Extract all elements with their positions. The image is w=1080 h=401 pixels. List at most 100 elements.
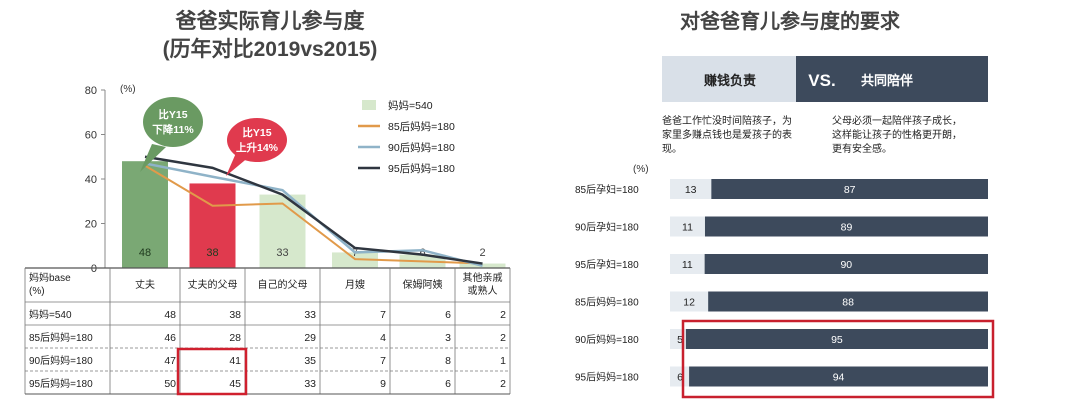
legend-swatch	[362, 100, 376, 110]
table-cell: 29	[304, 332, 316, 344]
table-cell: 9	[380, 378, 386, 390]
table-cell: 45	[229, 378, 241, 390]
bar-value-label: 6	[419, 247, 425, 259]
bar-segment-left	[670, 366, 690, 387]
table-row-label: 妈妈=540	[29, 308, 72, 321]
left-y-tick-label: 20	[85, 219, 97, 231]
header-right-panel	[796, 56, 988, 102]
left-chart-subtitle: (历年对比2019vs2015)	[163, 37, 378, 61]
bar-value-left: 6	[677, 372, 683, 384]
table-row-label: 90后妈妈=180	[29, 354, 93, 367]
table-cell: 46	[164, 332, 176, 344]
right-row-label: 95后妈妈=180	[575, 371, 639, 384]
table-cell: 8	[445, 355, 451, 367]
table-cell: 33	[304, 378, 316, 390]
legend-label: 95后妈妈=180	[388, 162, 455, 175]
bar-segment-left	[670, 291, 709, 312]
left-chart-title: 爸爸实际育儿参与度	[175, 9, 365, 33]
callout-green-text: 比Y15 下降11%	[152, 108, 194, 136]
bar-value-label: 2	[479, 247, 485, 259]
bar-segment-left	[670, 179, 712, 199]
bar-value-right: 87	[844, 184, 856, 196]
table-header-label: 妈妈base (%)	[29, 271, 71, 297]
bar-value-right: 88	[842, 297, 854, 309]
bar-value-left: 12	[683, 297, 695, 309]
callout-red	[227, 118, 287, 162]
table-category-header: 月嫂	[345, 279, 365, 291]
left-y-unit: (%)	[120, 84, 136, 95]
right-row-label: 95后孕妇=180	[575, 258, 639, 271]
table-row-label: 95后妈妈=180	[29, 377, 93, 390]
header-left-panel	[662, 56, 796, 102]
right-row-label: 90后妈妈=180	[575, 333, 639, 346]
bar-value-left: 11	[682, 259, 693, 271]
bar-value-right: 89	[841, 222, 853, 234]
table-cell: 2	[500, 332, 506, 344]
table-category-header: 保姆阿姨	[403, 278, 443, 291]
callout-red-text: 比Y15 上升14%	[236, 126, 279, 154]
bar-segment-right	[711, 179, 988, 199]
bar-value-left: 13	[685, 184, 697, 196]
table-cell: 38	[229, 309, 241, 321]
left-y-tick-label: 60	[85, 130, 97, 142]
bar-value-left: 5	[677, 334, 683, 346]
left-y-tick-label: 0	[91, 263, 97, 275]
table-cell: 3	[445, 332, 451, 344]
table-category-header: 自己的父母	[258, 278, 308, 291]
header-right-label: 共同陪伴	[861, 73, 913, 88]
table-cell: 6	[445, 309, 451, 321]
callout-green	[143, 97, 203, 147]
left-y-tick-label: 40	[85, 174, 97, 186]
line-series	[144, 164, 483, 265]
table-cell: 6	[445, 378, 451, 390]
left-y-tick-label: 80	[85, 85, 97, 97]
bar-segment-right	[689, 366, 988, 387]
bar-segment-right	[704, 216, 988, 237]
line-series	[144, 155, 483, 265]
table-cell: 35	[304, 355, 316, 367]
table-cell: 2	[500, 309, 506, 321]
table-category-header: 其他亲戚或熟人	[463, 271, 503, 297]
right-row-label: 85后妈妈=180	[575, 296, 639, 309]
table-cell: 7	[380, 355, 386, 367]
table-category-header: 丈夫的父母	[188, 278, 238, 291]
table-cell: 2	[500, 378, 506, 390]
table-cell: 1	[500, 355, 506, 367]
bar-value-label: 38	[206, 247, 218, 259]
table-row-label: 85后妈妈=180	[29, 331, 93, 344]
desc-right: 父母必须一起陪伴孩子成长，这样能让孩子的性格更开朗，更有安全感。	[832, 114, 962, 155]
bar-segment-left	[670, 216, 705, 237]
table-cell: 33	[304, 309, 316, 321]
callout-green-pointer	[140, 144, 166, 172]
table-cell: 47	[164, 355, 176, 367]
bar-value-right: 90	[840, 259, 852, 271]
desc-left: 爸爸工作忙没时间陪孩子，为家里多赚点钱也是爱孩子的表现。	[662, 114, 792, 155]
bar-value-right: 94	[833, 372, 845, 384]
table-cell: 7	[380, 309, 386, 321]
bar-mom-540	[332, 252, 378, 268]
table-category-header: 丈夫	[135, 279, 155, 291]
bar-value-left: 11	[682, 222, 693, 234]
bar-value-label: 48	[139, 247, 151, 259]
legend-label: 妈妈=540	[388, 99, 433, 112]
right-chart-title: 对爸爸育儿参与度的要求	[680, 9, 901, 33]
bar-mom-540	[122, 161, 168, 268]
bar-segment-right	[708, 291, 988, 312]
bar-value-right: 95	[831, 334, 843, 346]
legend-label: 90后妈妈=180	[388, 141, 455, 154]
bar-segment-right	[685, 329, 988, 349]
bar-segment-left	[670, 254, 705, 274]
header-vs-label: VS.	[808, 71, 835, 90]
legend-label: 85后妈妈=180	[388, 120, 455, 133]
right-unit: (%)	[633, 164, 649, 175]
header-left-label: 赚钱负责	[703, 73, 756, 88]
bar-segment-right	[704, 254, 988, 274]
table-cell: 4	[380, 332, 386, 344]
right-row-label: 85后孕妇=180	[575, 183, 639, 196]
table-highlight-box	[176, 347, 248, 396]
right-row-label: 90后孕妇=180	[575, 221, 639, 234]
bar-value-label: 33	[276, 247, 288, 259]
table-cell: 41	[229, 355, 241, 367]
